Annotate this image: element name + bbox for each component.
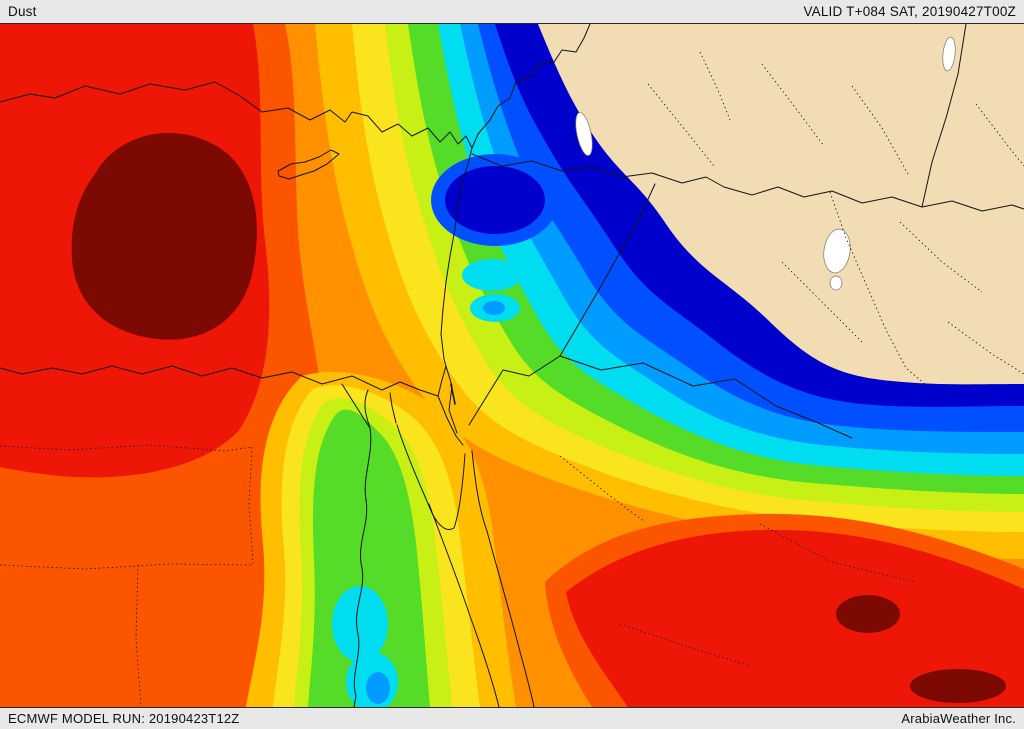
admin-line — [899, 221, 983, 293]
turkey-border — [471, 153, 1024, 212]
admin-line — [781, 261, 863, 343]
redsea-east-coast — [471, 450, 535, 707]
nile-blue-spot — [366, 672, 390, 704]
levant-azure-core — [483, 301, 505, 315]
dust-free-land — [538, 24, 1024, 385]
page-title: Dust — [8, 4, 37, 19]
contour-red-east — [566, 529, 1024, 707]
contour-nile-branch — [246, 371, 516, 707]
contour-levant-minima — [431, 154, 559, 322]
map-area — [0, 24, 1024, 707]
admin-line — [135, 564, 142, 707]
admin-line — [947, 321, 1024, 375]
syria-iraq-border — [559, 183, 656, 357]
admin-line — [851, 85, 909, 175]
israel-borders — [437, 365, 464, 446]
admin-line — [759, 523, 916, 583]
lake-icon — [575, 112, 593, 156]
sinai-west-coast — [396, 424, 466, 530]
provider-label: ArabiaWeather Inc. — [901, 711, 1016, 726]
contour-maroon-west — [71, 132, 257, 340]
jordan-saudi-border — [468, 355, 561, 426]
admin-line — [0, 563, 253, 570]
valid-time-label: VALID T+084 SAT, 20190427T00Z — [803, 4, 1016, 19]
redsea-west-coast — [428, 503, 500, 707]
dust-forecast-map — [0, 24, 1024, 707]
nile-delta-branch — [341, 383, 371, 429]
contour-maroon-corner — [910, 669, 1006, 703]
admin-line — [699, 51, 731, 121]
levant-coast — [0, 147, 473, 397]
border-north-south — [921, 24, 967, 208]
levant-navy-core — [445, 166, 545, 234]
mediterranean-coast — [0, 24, 591, 149]
dead-sea — [450, 383, 456, 405]
lake-icon — [829, 275, 843, 291]
header-bar: Dust VALID T+084 SAT, 20190427T00Z — [0, 0, 1024, 24]
iraq-saudi-border — [559, 355, 853, 439]
admin-line — [975, 103, 1024, 167]
levant-cyan-spot-1 — [462, 259, 522, 291]
admin-line — [647, 83, 715, 167]
admin-line — [619, 623, 749, 666]
borders-solid — [0, 24, 1024, 707]
contour-east-max — [545, 513, 1024, 707]
contour-maroon-east — [836, 595, 900, 633]
contour-west-max — [0, 24, 325, 707]
footer-bar: ECMWF MODEL RUN: 20190423T12Z ArabiaWeat… — [0, 707, 1024, 729]
lake-icon — [942, 36, 956, 72]
cyprus-coast — [277, 149, 340, 180]
suez-canal — [389, 392, 397, 424]
admin-line — [248, 446, 254, 565]
model-run-label: ECMWF MODEL RUN: 20190423T12Z — [8, 711, 240, 726]
admin-line — [761, 63, 825, 147]
nile-cyan-spot-1 — [332, 586, 388, 662]
borders-dotted — [0, 51, 1024, 707]
lakes — [575, 36, 956, 291]
lake-icon — [823, 228, 851, 274]
admin-line — [559, 455, 646, 523]
